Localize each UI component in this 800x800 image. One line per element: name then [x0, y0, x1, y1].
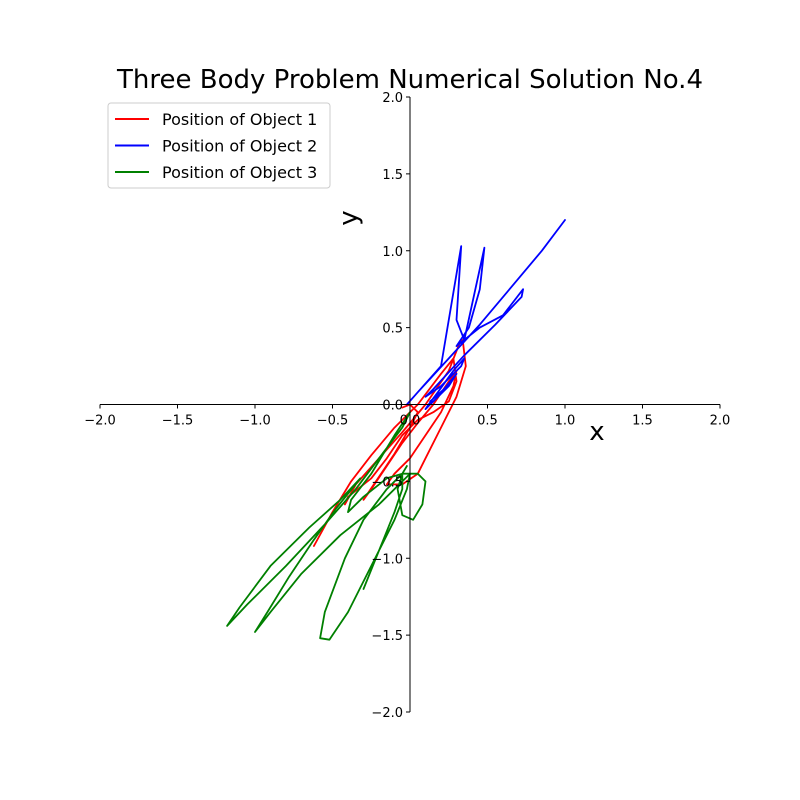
legend: Position of Object 1 Position of Object 2… [107, 102, 331, 189]
y-axis-label: y [334, 210, 364, 225]
x-tick-label: 0.0 [400, 414, 421, 429]
y-tick-label: 1.5 [382, 168, 403, 183]
legend-label-1: Position of Object 1 [162, 110, 317, 129]
x-tick-label: 2.0 [710, 414, 731, 429]
x-tick-label: 0.5 [477, 414, 498, 429]
x-axis-label: x [589, 417, 604, 447]
legend-label-2: Position of Object 2 [162, 137, 317, 156]
x-tick-label: 1.5 [632, 414, 653, 429]
legend-label-3: Position of Object 3 [162, 163, 317, 182]
chart-title: Three Body Problem Numerical Solution No… [116, 65, 703, 95]
y-tick-label: 0.5 [382, 322, 403, 337]
x-tick-label: −1.5 [162, 414, 194, 429]
y-tick-label: 1.0 [382, 245, 403, 260]
series-layer [226, 219, 566, 641]
legend-box [107, 102, 331, 189]
x-tick-label: −0.5 [317, 414, 349, 429]
y-tick-label: −2.0 [371, 706, 403, 721]
x-tick-label: −2.0 [84, 414, 116, 429]
y-tick-label: −1.0 [371, 552, 403, 567]
y-tick-label: −1.5 [371, 629, 403, 644]
x-tick-label: −1.0 [239, 414, 271, 429]
y-tick-label: 2.0 [382, 91, 403, 106]
series-line-2 [406, 219, 566, 410]
axes: −2.0 −1.5 −1.0 −0.5 0.0 0.5 1.0 1.5 2.0 −2.0 −1.5 −… [84, 91, 730, 721]
series-line-1 [313, 339, 467, 547]
y-tick-label: 0.0 [382, 399, 403, 414]
x-tick-label: 1.0 [555, 414, 576, 429]
series-line-3 [226, 411, 427, 641]
y-tick-label: −0.5 [371, 475, 403, 490]
